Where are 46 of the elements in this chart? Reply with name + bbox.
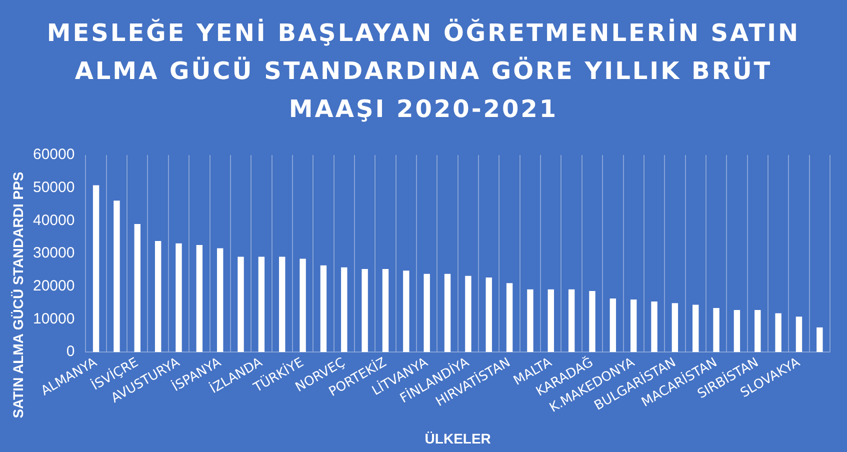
bar	[403, 270, 410, 352]
bar	[362, 268, 368, 352]
bar	[775, 313, 782, 352]
bar	[734, 310, 740, 352]
bar	[382, 268, 389, 352]
bar	[134, 224, 140, 352]
bar	[713, 308, 720, 352]
bar	[527, 289, 534, 352]
bar	[486, 277, 492, 352]
bar	[816, 327, 823, 352]
y-tick-label: 10000	[32, 310, 75, 328]
bar	[796, 316, 802, 352]
bar	[754, 310, 761, 352]
y-tick-label: 40000	[32, 212, 75, 229]
bar	[444, 274, 451, 352]
y-tick-label: 0	[66, 343, 75, 360]
bar	[692, 304, 699, 352]
bar	[300, 258, 306, 352]
bar	[651, 301, 658, 352]
bar	[92, 185, 100, 352]
y-tick-label: 60000	[32, 146, 75, 164]
bar	[238, 256, 244, 352]
x-axis-title: ÜLKELER	[424, 430, 491, 446]
bar	[154, 241, 162, 352]
bar	[216, 248, 224, 352]
bar	[548, 289, 554, 352]
y-axis-title: SATIN ALMA GÜCÜ STANDARDI PPS	[10, 172, 26, 418]
y-tick-label: 50000	[32, 178, 75, 196]
y-tick-label: 20000	[32, 278, 75, 294]
bar	[320, 265, 327, 352]
bar	[589, 290, 596, 352]
chart-title: MESLEĞE YENİ BAŞLAYAN ÖĞRETMENLERİN SATIN ALMA GÜCÜ STANDARDINA GÖRE YILLIK BRÜT MAAŞI 2020-2021	[46, 18, 802, 125]
bar	[568, 289, 575, 352]
bar	[258, 256, 265, 352]
bar	[630, 299, 637, 352]
bar	[176, 243, 182, 352]
y-tick-label: 30000	[32, 244, 75, 262]
bar	[506, 283, 513, 352]
bar	[279, 256, 286, 352]
bar	[672, 303, 678, 352]
bar	[424, 274, 430, 352]
bar	[196, 244, 203, 352]
bar	[465, 276, 472, 352]
bar	[610, 298, 616, 352]
bar	[114, 200, 120, 352]
bar	[341, 267, 348, 352]
